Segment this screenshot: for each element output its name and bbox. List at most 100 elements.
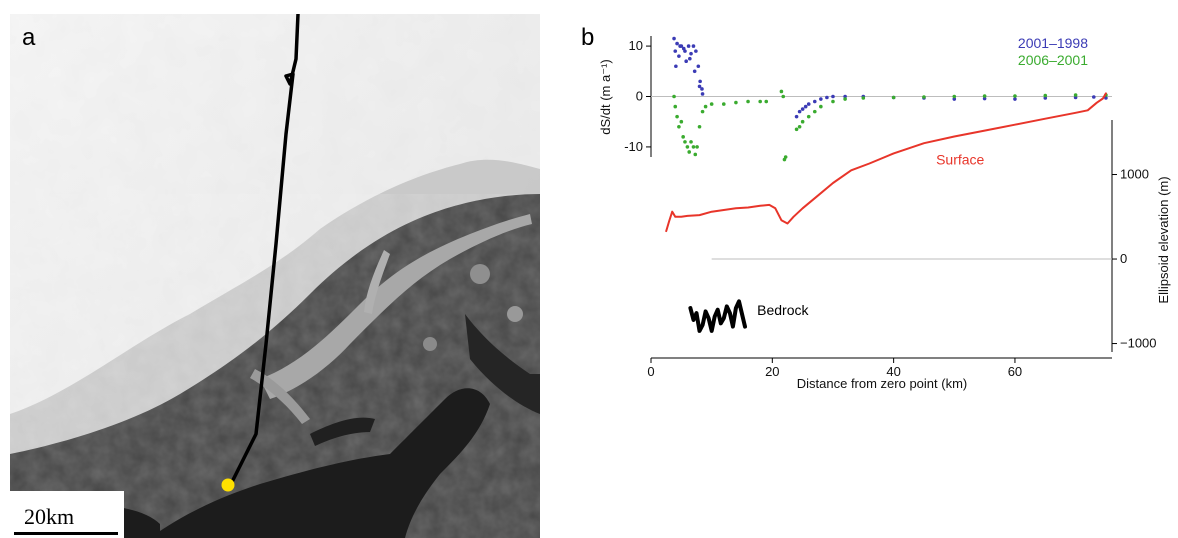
- panel-label-b: b: [581, 24, 595, 51]
- x-tick-label: 40: [886, 364, 900, 379]
- dsdt-point-2006-2001: [675, 114, 679, 119]
- legend-entry-2001-1998: 2001–1998: [1018, 35, 1088, 51]
- dsdt-point-2006-2001: [709, 102, 714, 106]
- dsdt-point-2001-1998: [689, 51, 693, 56]
- dsdt-point-2006-2001: [734, 100, 738, 105]
- dsdt-point-2001-1998: [1013, 97, 1017, 101]
- dsdt-point-2006-2001: [679, 119, 684, 124]
- dsdt-point-2001-1998: [686, 44, 691, 48]
- dsdt-point-2001-1998: [803, 104, 808, 109]
- dsdt-point-2006-2001: [819, 104, 823, 109]
- dsdt-point-2001-1998: [673, 49, 678, 53]
- surface-annotation: Surface: [936, 151, 984, 167]
- panel-label-a: a: [22, 24, 36, 51]
- dsdt-point-2001-1998: [675, 41, 679, 46]
- dsdt-point-2006-2001: [781, 94, 786, 99]
- dsdt-point-2001-1998: [982, 96, 987, 101]
- dsdt-point-2006-2001: [764, 99, 769, 104]
- flight-track: [228, 14, 300, 488]
- glacier-branch: [364, 250, 390, 314]
- dsdt-point-2006-2001: [797, 124, 802, 129]
- upper-y-tick-label: -10: [624, 139, 643, 154]
- dsdt-point-2001-1998: [697, 84, 702, 89]
- dsdt-point-2006-2001: [1073, 93, 1078, 97]
- bedrock-annotation: Bedrock: [757, 302, 809, 318]
- dsdt-point-2006-2001: [952, 94, 957, 99]
- dsdt-point-2001-1998: [683, 49, 687, 53]
- dsdt-point-2006-2001: [922, 95, 926, 99]
- dsdt-point-2006-2001: [693, 152, 698, 157]
- dsdt-point-2001-1998: [684, 59, 688, 64]
- satellite-image: [10, 14, 540, 538]
- dsdt-point-2001-1998: [825, 95, 829, 100]
- lower-y-tick-label: 1000: [1120, 167, 1149, 182]
- dsdt-point-2001-1998: [843, 94, 847, 99]
- dsdt-point-2001-1998: [678, 44, 682, 48]
- dsdt-point-2006-2001: [677, 124, 681, 129]
- dsdt-point-2001-1998: [674, 64, 678, 69]
- dsdt-point-2006-2001: [700, 109, 705, 114]
- scale-bar-label: 20km: [24, 504, 75, 529]
- dsdt-point-2001-1998: [696, 64, 701, 69]
- dsdt-point-2006-2001: [758, 99, 762, 104]
- dsdt-point-2006-2001: [861, 96, 866, 100]
- dsdt-point-2001-1998: [812, 99, 817, 104]
- dsdt-point-2006-2001: [689, 140, 693, 144]
- dsdt-point-2001-1998: [831, 94, 835, 99]
- dsdt-point-2001-1998: [797, 109, 802, 114]
- dsdt-point-2006-2001: [746, 99, 750, 104]
- dsdt-point-2006-2001: [843, 97, 847, 101]
- dsdt-point-2006-2001: [685, 145, 690, 149]
- dsdt-point-2006-2001: [687, 150, 692, 154]
- dsdt-point-2006-2001: [1013, 94, 1017, 98]
- lower-y-tick-label: 0: [1120, 251, 1127, 266]
- dsdt-point-2001-1998: [794, 114, 799, 119]
- dsdt-point-2006-2001: [982, 94, 987, 98]
- dsdt-point-2006-2001: [783, 155, 788, 159]
- dsdt-point-2001-1998: [1092, 95, 1096, 99]
- dsdt-point-2001-1998: [1043, 96, 1048, 100]
- fjord-water: [150, 388, 490, 538]
- legend-entry-2006-2001: 2006–2001: [1018, 52, 1088, 68]
- dsdt-point-2001-1998: [700, 87, 704, 91]
- x-tick-label: 20: [765, 364, 779, 379]
- dsdt-point-2006-2001: [672, 94, 676, 99]
- lower-y-tick-label: −1000: [1120, 336, 1157, 351]
- upper-y-tick-label: 0: [636, 89, 643, 104]
- dsdt-point-2006-2001: [1043, 93, 1048, 98]
- dsdt-point-2001-1998: [819, 97, 823, 101]
- dsdt-point-2001-1998: [700, 92, 705, 96]
- glacier-tongue: [260, 214, 532, 399]
- upper-y-axis-title: dS/dt (m a⁻¹): [598, 59, 613, 135]
- x-tick-label: 0: [647, 364, 654, 379]
- surface-elevation-line: [665, 92, 1107, 233]
- x-axis-title: Distance from zero point (km): [797, 376, 968, 391]
- lower-y-axis-title: Ellipsoid elevation (m): [1156, 176, 1171, 303]
- dsdt-point-2001-1998: [806, 102, 811, 106]
- dsdt-point-2006-2001: [703, 104, 708, 109]
- dsdt-point-2001-1998: [672, 36, 676, 41]
- dsdt-point-2001-1998: [691, 44, 696, 48]
- dsdt-point-2006-2001: [697, 124, 702, 129]
- dsdt-point-2001-1998: [698, 79, 702, 84]
- x-tick-label: 60: [1008, 364, 1022, 379]
- upper-y-tick-label: 10: [629, 38, 643, 53]
- dsdt-point-2006-2001: [812, 109, 817, 114]
- dsdt-point-2006-2001: [673, 104, 678, 109]
- fjord-water: [310, 417, 375, 446]
- elevation-chart: 10 0 -10 dS/dt (m a⁻¹) 2001–1998 2006–2001…: [598, 35, 1171, 391]
- scale-bar-background: [10, 491, 124, 538]
- chart-panel: 10 0 -10 dS/dt (m a⁻¹) 2001–1998 2006–2001…: [560, 0, 1178, 538]
- dsdt-point-2006-2001: [691, 145, 696, 149]
- dsdt-point-2006-2001: [683, 140, 687, 144]
- dsdt-point-2006-2001: [800, 119, 805, 124]
- dsdt-point-2006-2001: [831, 99, 835, 104]
- dsdt-point-2001-1998: [694, 49, 698, 53]
- scale-bar: [14, 532, 118, 535]
- dsdt-point-2001-1998: [692, 69, 697, 74]
- dsdt-point-2006-2001: [794, 127, 799, 132]
- dsdt-point-2001-1998: [677, 54, 681, 58]
- zero-point-marker: [221, 478, 235, 492]
- fjord-water: [465, 314, 540, 414]
- dsdt-point-2001-1998: [800, 107, 805, 111]
